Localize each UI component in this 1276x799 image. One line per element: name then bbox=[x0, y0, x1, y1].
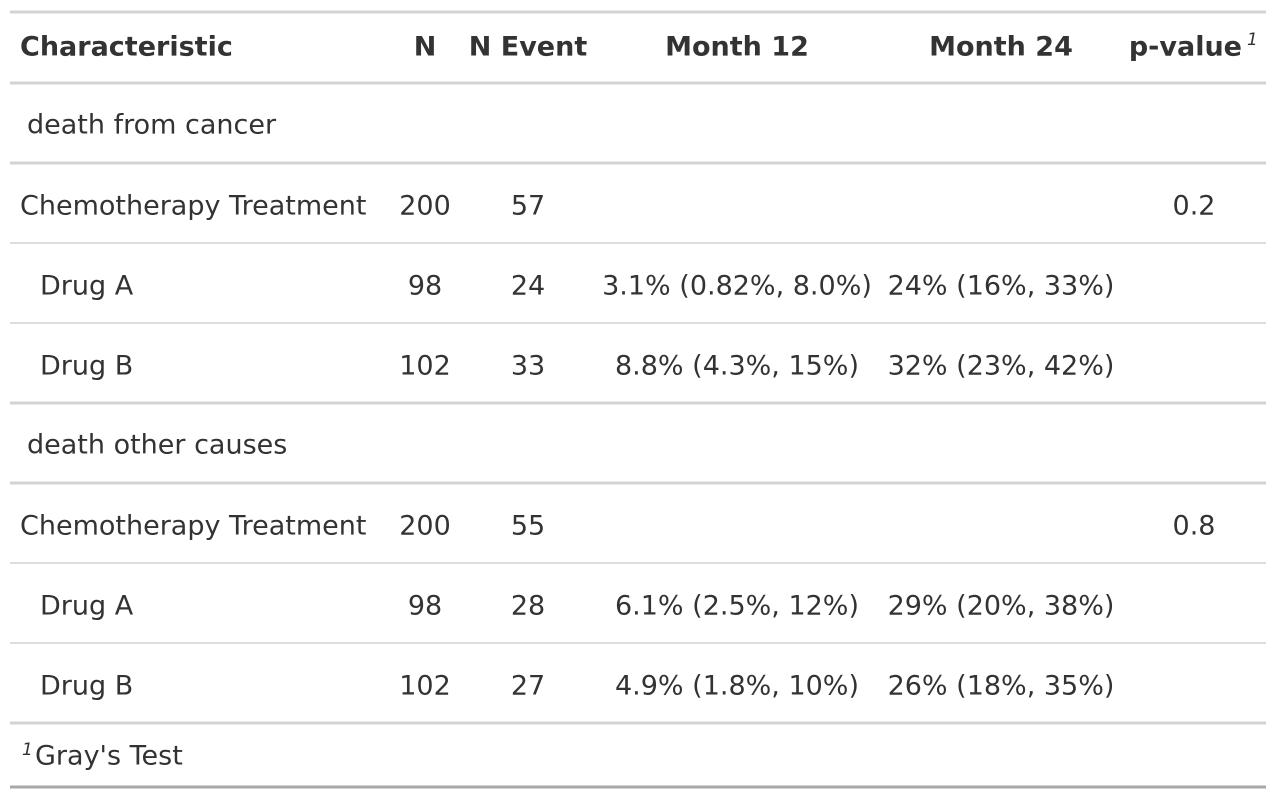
cell: 29% (20%, 38%) bbox=[888, 591, 1115, 622]
column-header: Month 12 bbox=[665, 32, 809, 63]
row-label: Drug A bbox=[40, 271, 134, 302]
row-label: Drug B bbox=[40, 351, 133, 382]
cell: 98 bbox=[408, 271, 442, 302]
footnote-mark: 1 bbox=[22, 740, 33, 760]
cell: 200 bbox=[399, 511, 451, 542]
cell: 0.2 bbox=[1173, 191, 1216, 222]
row-label: Chemotherapy Treatment bbox=[20, 191, 366, 222]
cell: 26% (18%, 35%) bbox=[888, 671, 1115, 702]
column-header: N bbox=[414, 32, 437, 63]
cell: 102 bbox=[399, 351, 451, 382]
row-label: Drug B bbox=[40, 671, 133, 702]
cell: 24% (16%, 33%) bbox=[888, 271, 1115, 302]
footnote-text: Gray's Test bbox=[35, 741, 183, 772]
column-header: Characteristic bbox=[20, 32, 233, 63]
group-label: death other causes bbox=[27, 430, 287, 461]
cell: 0.8 bbox=[1173, 511, 1216, 542]
cell: 55 bbox=[511, 511, 545, 542]
cell: 102 bbox=[399, 671, 451, 702]
column-header: p-value bbox=[1129, 32, 1242, 63]
cell: 27 bbox=[511, 671, 545, 702]
cell: 28 bbox=[511, 591, 545, 622]
group-label: death from cancer bbox=[27, 110, 277, 141]
row-label: Chemotherapy Treatment bbox=[20, 511, 366, 542]
footnote-mark: 1 bbox=[1247, 30, 1258, 50]
row-label: Drug A bbox=[40, 591, 134, 622]
cell: 57 bbox=[511, 191, 545, 222]
cell: 24 bbox=[511, 271, 545, 302]
cell: 32% (23%, 42%) bbox=[888, 351, 1115, 382]
cell: 98 bbox=[408, 591, 442, 622]
cell: 33 bbox=[511, 351, 545, 382]
cell: 8.8% (4.3%, 15%) bbox=[615, 351, 859, 382]
column-header: Month 24 bbox=[929, 32, 1073, 63]
cell: 4.9% (1.8%, 10%) bbox=[615, 671, 859, 702]
cell: 200 bbox=[399, 191, 451, 222]
cell: 3.1% (0.82%, 8.0%) bbox=[602, 271, 872, 302]
column-header: N Event bbox=[469, 32, 588, 63]
cell: 6.1% (2.5%, 12%) bbox=[615, 591, 859, 622]
